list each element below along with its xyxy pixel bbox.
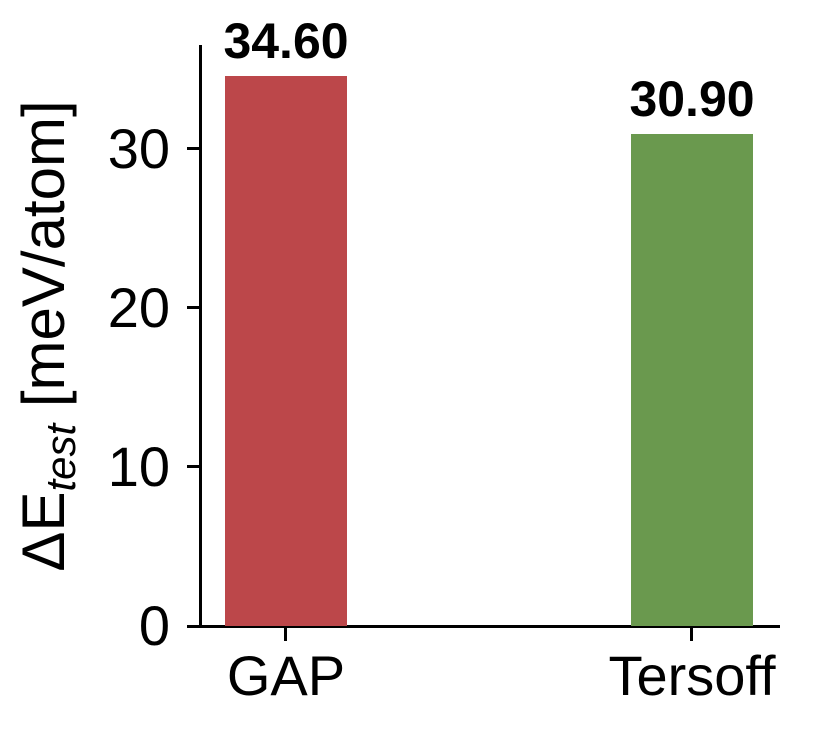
plot-area: 34.60 30.90 bbox=[200, 14, 780, 626]
bar-gap bbox=[225, 76, 347, 626]
y-axis-tick bbox=[187, 147, 200, 150]
bar-value-label-gap: 34.60 bbox=[223, 13, 349, 69]
bar-tersoff bbox=[631, 134, 753, 626]
x-axis-tick bbox=[284, 628, 287, 641]
y-axis-spine bbox=[199, 45, 202, 628]
y-tick-label: 10 bbox=[107, 435, 170, 498]
y-tick-label: 20 bbox=[107, 276, 170, 339]
y-axis-tick bbox=[187, 306, 200, 309]
x-axis-spine bbox=[199, 625, 780, 628]
x-axis-tick bbox=[690, 628, 693, 641]
x-tick-label-tersoff: Tersoff bbox=[608, 644, 776, 707]
y-axis-tick bbox=[187, 625, 200, 628]
bar-value-label-tersoff: 30.90 bbox=[629, 71, 755, 127]
y-axis-label-base: ΔE bbox=[10, 491, 77, 572]
y-axis-tick bbox=[187, 465, 200, 468]
y-tick-label: 30 bbox=[107, 117, 170, 180]
x-tick-label-gap: GAP bbox=[226, 644, 346, 707]
y-tick-label: 0 bbox=[138, 594, 170, 657]
